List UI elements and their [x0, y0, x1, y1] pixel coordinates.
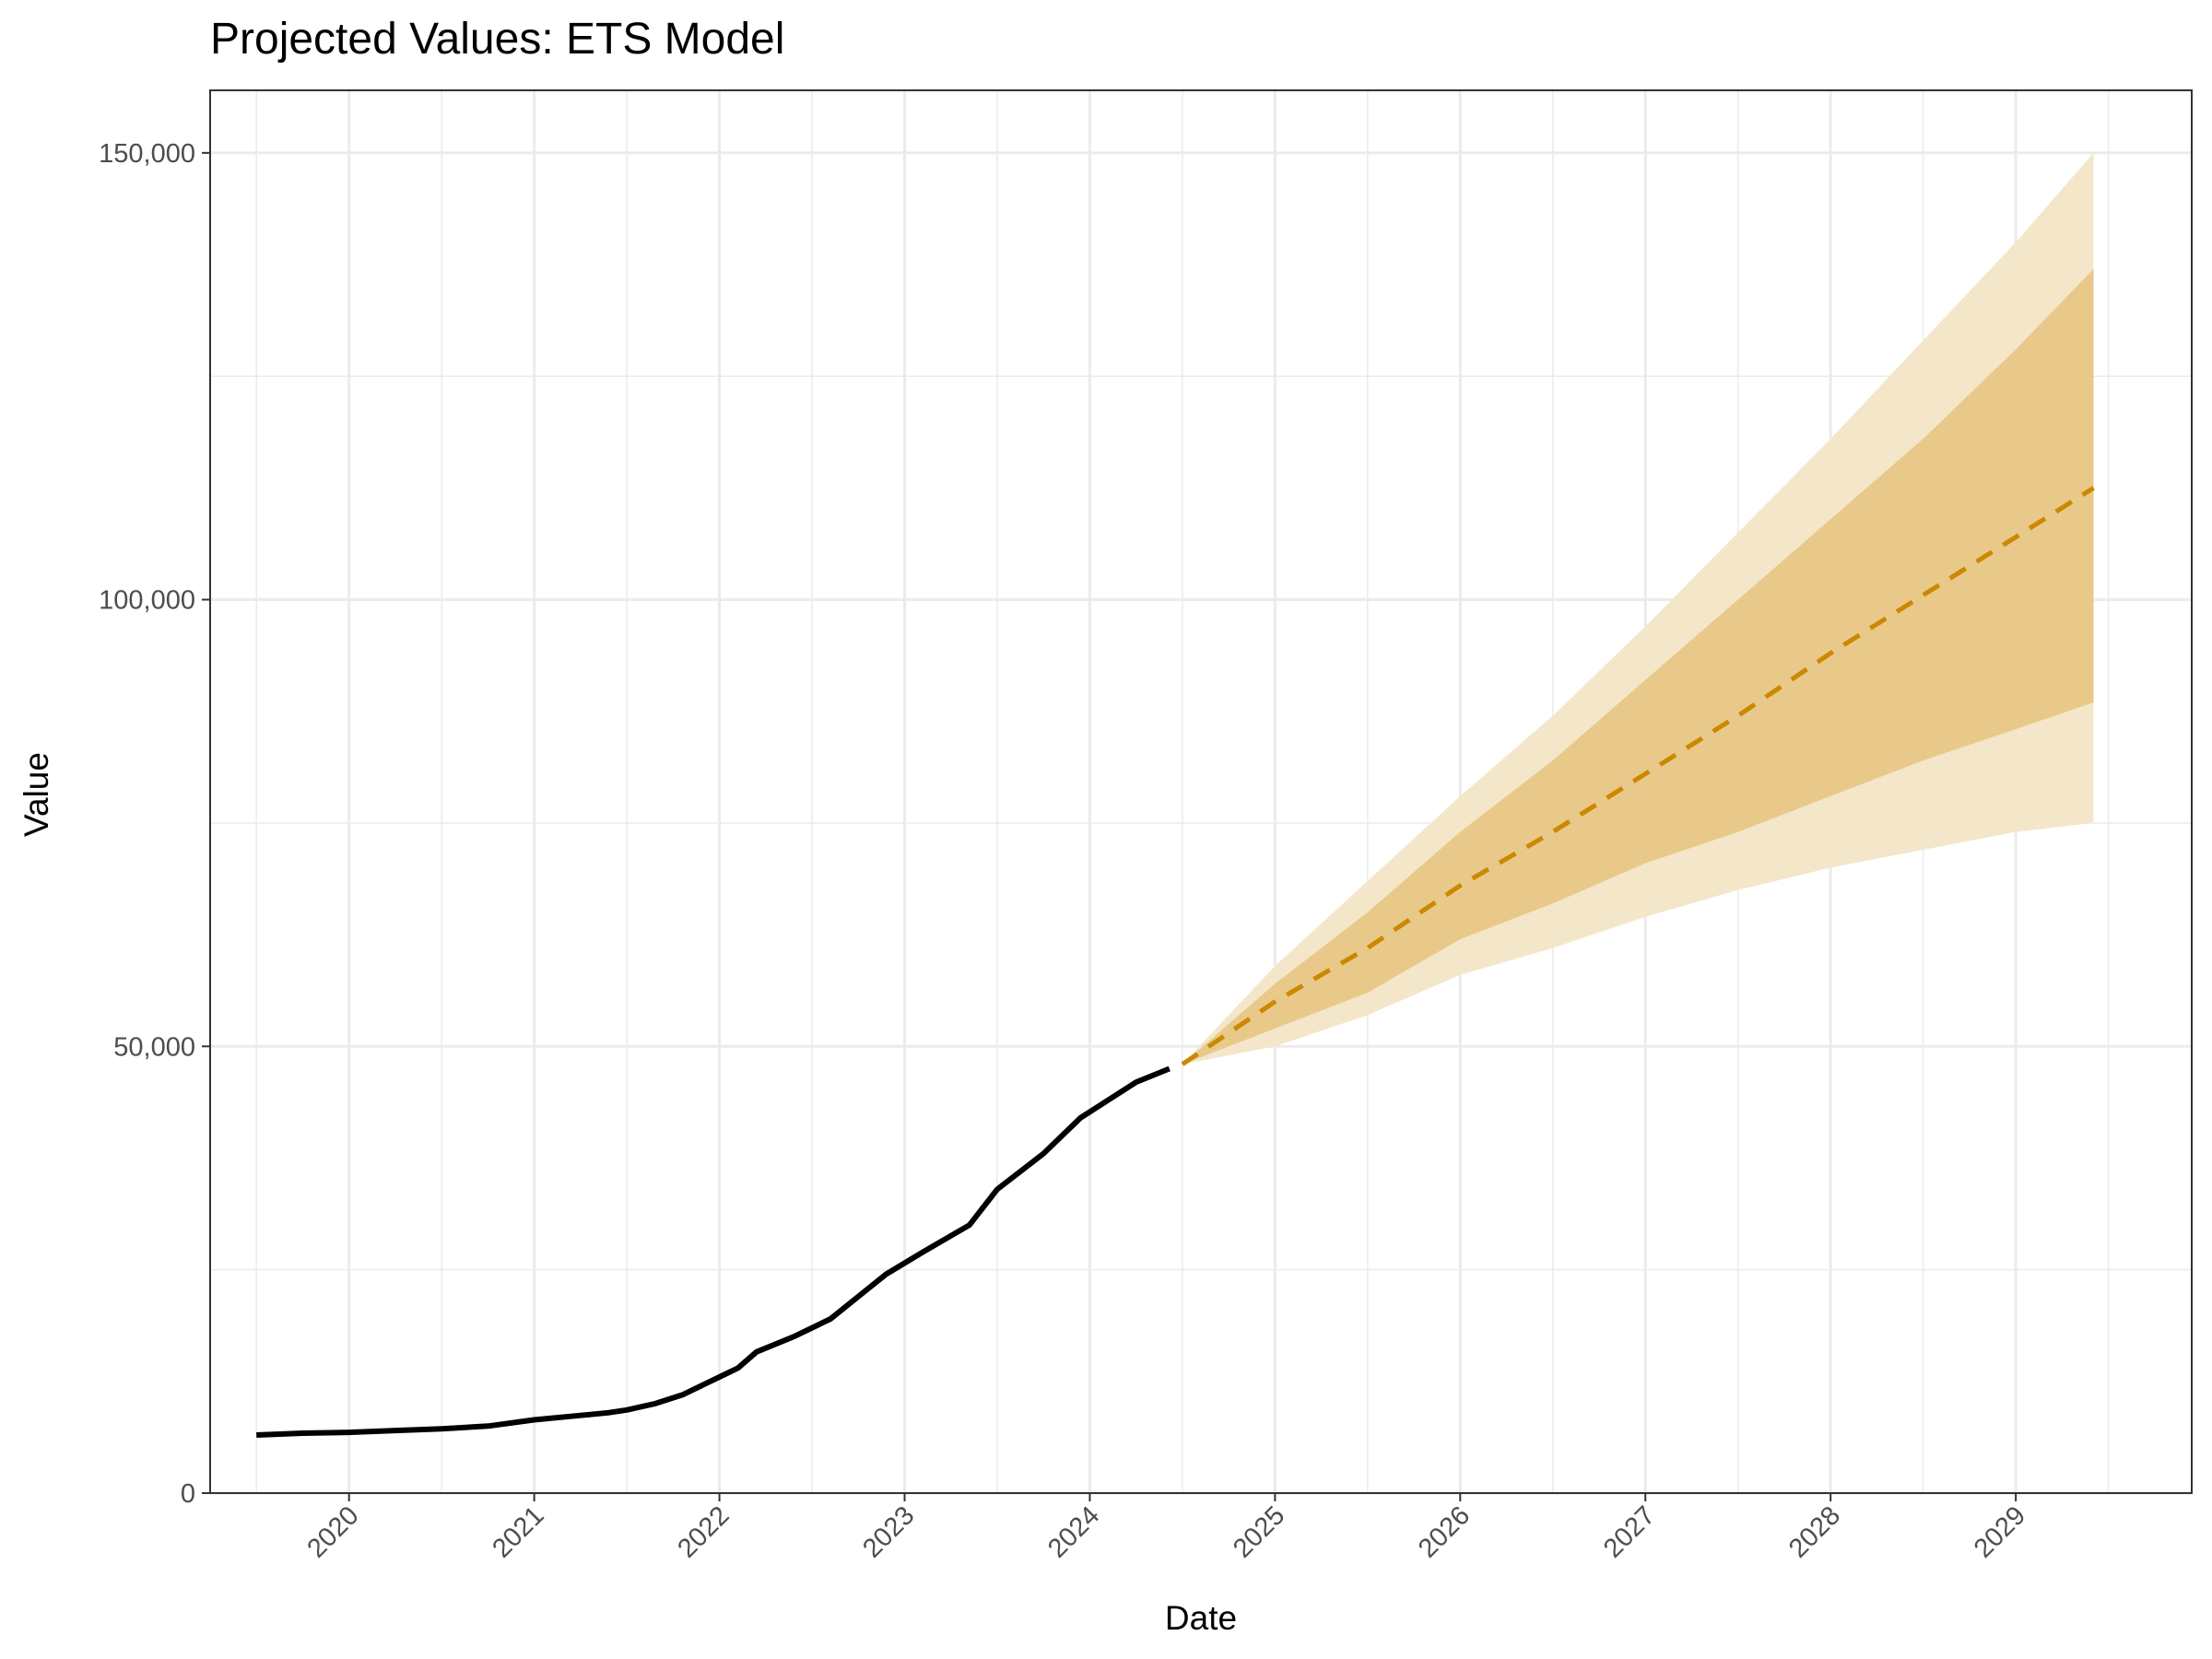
forecast-band-80	[1182, 268, 2094, 1065]
y-tick-label: 0	[181, 1479, 195, 1509]
panel-border	[209, 89, 2193, 1494]
forecast-mean-line	[1181, 486, 2095, 1066]
y-tick-label: 50,000	[113, 1032, 195, 1062]
series-lines	[256, 486, 2095, 1438]
y-tick-label: 150,000	[99, 139, 195, 169]
forecast-bands	[1182, 152, 2094, 1065]
forecast-band-95	[1182, 152, 2094, 1065]
y-axis-title: Value	[18, 752, 55, 837]
chart-title: Projected Values: ETS Model	[210, 15, 784, 64]
x-axis-title: Date	[1165, 1599, 1237, 1637]
historical-line	[256, 1065, 1171, 1438]
y-tick-label: 100,000	[99, 586, 195, 616]
